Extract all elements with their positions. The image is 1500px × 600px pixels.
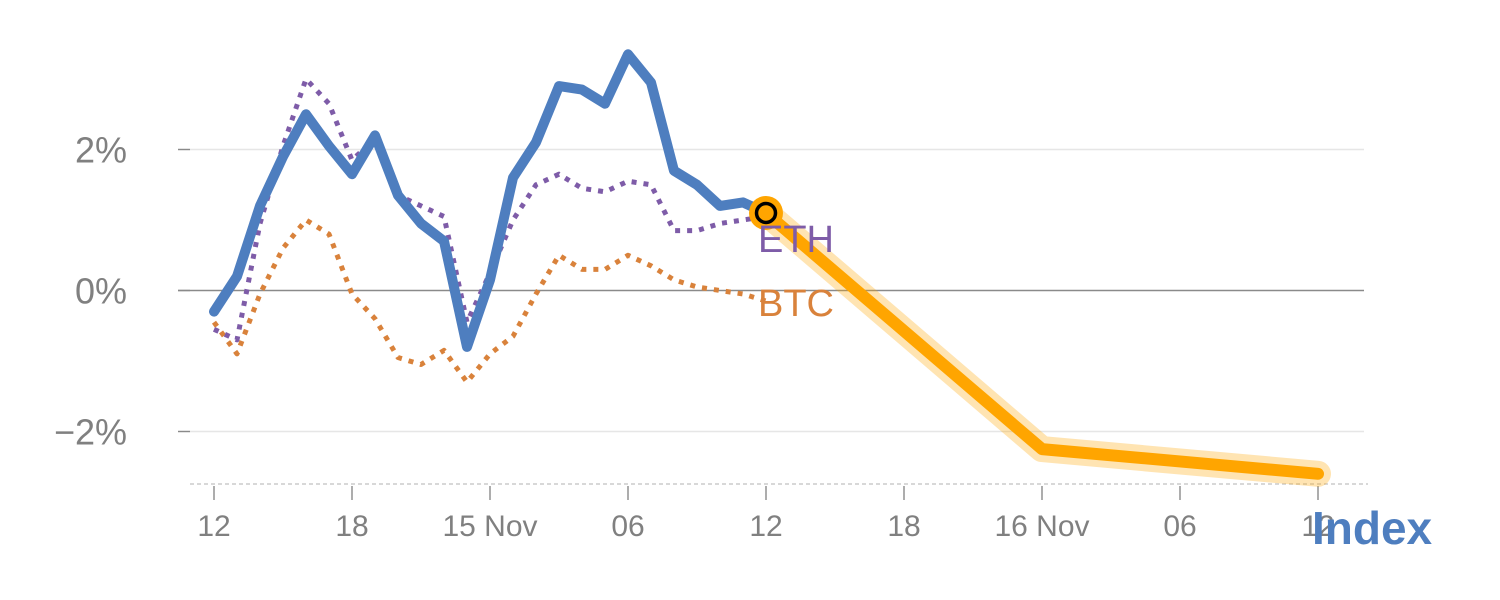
btc-label: BTC: [758, 283, 834, 325]
projection-glow: [753, 199, 1331, 487]
y-tick-label-1: 0%: [75, 271, 127, 312]
x-tick-label-5: 18: [887, 510, 920, 543]
x-axis: 12 18 15 Nov 06 12 18 16 Nov 06 12: [190, 483, 1368, 543]
x-tick-label-0: 12: [197, 510, 230, 543]
series-lines: [209, 49, 1331, 487]
eth-label: ETH: [758, 219, 834, 261]
x-tick-label-3: 06: [611, 510, 644, 543]
index-label: Index: [1312, 502, 1433, 554]
x-tick-label-4: 12: [749, 510, 782, 543]
eth-series-line: [212, 76, 767, 343]
x-tick-label-1: 18: [335, 510, 368, 543]
x-tick-label-7: 06: [1163, 510, 1196, 543]
projection-line: [760, 206, 1324, 480]
series-labels: ETH BTC Index: [758, 219, 1433, 554]
x-tick-label-6: 16 Nov: [994, 510, 1089, 543]
y-tick-label-0: 2%: [75, 130, 127, 171]
index-series-line: [209, 49, 771, 352]
current-marker: [754, 201, 778, 225]
y-axis: 2% 0% −2%: [54, 130, 190, 453]
y-tick-label-2: −2%: [54, 412, 127, 453]
x-tick-label-8: 12: [1301, 510, 1334, 543]
x-tick-label-2: 15 Nov: [442, 510, 537, 543]
btc-series-line: [211, 217, 767, 385]
